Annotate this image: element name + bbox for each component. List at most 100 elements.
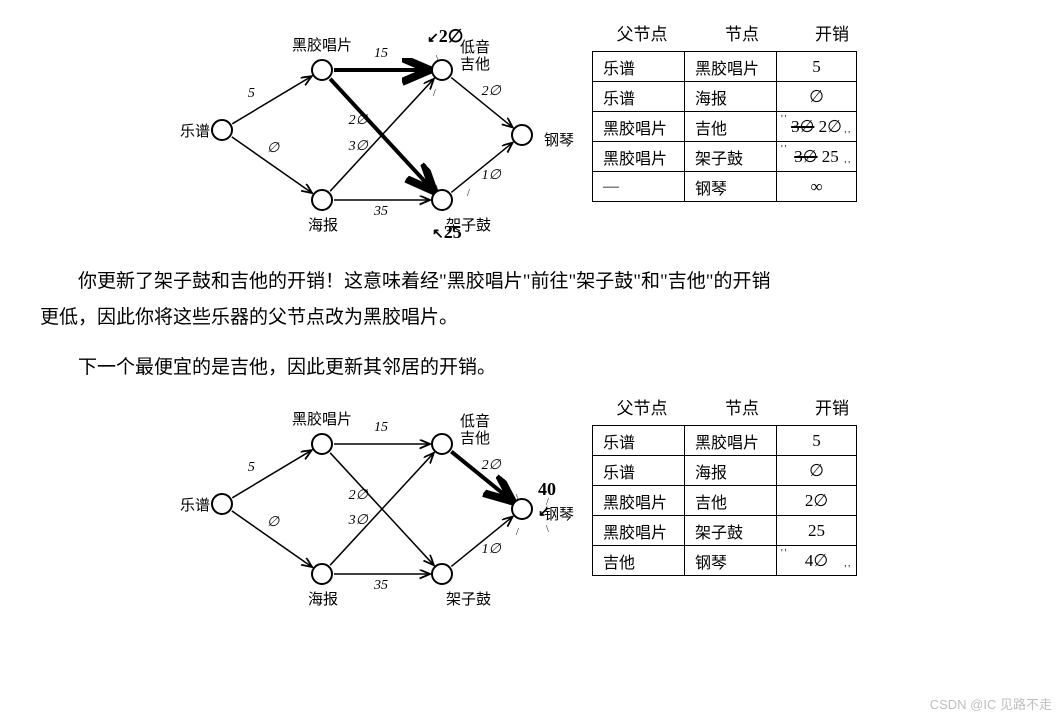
graph1: \ / / \ / \ 乐谱黑胶唱片海报低音吉他架子鼓钢琴5∅152∅3∅352… — [192, 20, 552, 250]
edge-label-bass_piano: 2∅ — [482, 457, 501, 474]
node-label-vinyl: 黑胶唱片 — [292, 34, 352, 55]
cell-parent: 黑胶唱片 — [593, 486, 685, 516]
node-poster — [311, 189, 333, 211]
figure1-row: \ / / \ / \ 乐谱黑胶唱片海报低音吉他架子鼓钢琴5∅152∅3∅352… — [0, 20, 1064, 250]
node-label-sheet: 乐谱 — [180, 120, 210, 141]
cost-table1: 乐谱黑胶唱片5乐谱海报∅黑胶唱片吉他3∅ 2∅黑胶唱片架子鼓3∅ 25—钢琴∞ — [592, 51, 857, 202]
annot-bass: ↙2∅ — [427, 26, 463, 47]
cell-cost: 4∅ — [777, 546, 857, 576]
th-node2: 节点 — [692, 394, 792, 419]
edge-label-sheet_vinyl: 5 — [248, 86, 255, 102]
node-drum — [431, 189, 453, 211]
graph1-svg — [192, 20, 552, 250]
edge-label-drum_piano: 1∅ — [482, 541, 501, 558]
th-cost2: 开销 — [792, 394, 872, 419]
table-row: 乐谱海报∅ — [593, 456, 857, 486]
paragraph1: 你更新了架子鼓和吉他的开销！这意味着经"黑胶唱片"前往"架子鼓"和"吉他"的开销… — [0, 250, 1064, 336]
node-label-vinyl: 黑胶唱片 — [292, 408, 352, 429]
th-node: 节点 — [692, 20, 792, 45]
node-bass — [431, 59, 453, 81]
edge-label-sheet_poster: ∅ — [267, 140, 279, 157]
table-row: 乐谱黑胶唱片5 — [593, 426, 857, 456]
node-label-sheet: 乐谱 — [180, 494, 210, 515]
cell-node: 吉他 — [685, 486, 777, 516]
edge-label-vinyl_drum: 2∅ — [349, 487, 368, 504]
table-row: 黑胶唱片吉他3∅ 2∅ — [593, 112, 857, 142]
node-vinyl — [311, 59, 333, 81]
paragraph2: 下一个最便宜的是吉他，因此更新其邻居的开销。 — [0, 336, 1064, 386]
para1-line2: 更低，因此你将这些乐器的父节点改为黑胶唱片。 — [40, 307, 458, 328]
node-label-drum: 架子鼓 — [446, 588, 491, 609]
cell-node: 黑胶唱片 — [685, 52, 777, 82]
th-cost: 开销 — [792, 20, 872, 45]
table-row: 黑胶唱片架子鼓3∅ 25 — [593, 142, 857, 172]
table-row: 乐谱黑胶唱片5 — [593, 52, 857, 82]
edge-label-sheet_vinyl: 5 — [248, 460, 255, 476]
edge-label-drum_piano: 1∅ — [482, 167, 501, 184]
cell-cost: 5 — [777, 52, 857, 82]
node-label-bass: 低音吉他 — [460, 40, 490, 73]
cell-parent: 吉他 — [593, 546, 685, 576]
cell-node: 黑胶唱片 — [685, 426, 777, 456]
cell-cost: ∞ — [777, 172, 857, 202]
node-label-bass: 低音吉他 — [460, 414, 490, 447]
cell-node: 海报 — [685, 82, 777, 112]
cell-cost: 2∅ — [777, 486, 857, 516]
edge-label-bass_piano: 2∅ — [482, 83, 501, 100]
cell-parent: 乐谱 — [593, 456, 685, 486]
annot-piano: 40↙ — [538, 479, 556, 521]
edge-label-sheet_poster: ∅ — [267, 514, 279, 531]
cell-cost: 3∅ 2∅ — [777, 112, 857, 142]
edge-label-poster_bass: 3∅ — [349, 138, 368, 155]
cell-node: 吉他 — [685, 112, 777, 142]
graph2-svg — [192, 394, 552, 604]
cell-parent: 乐谱 — [593, 52, 685, 82]
cell-node: 架子鼓 — [685, 516, 777, 546]
cost-table2: 乐谱黑胶唱片5乐谱海报∅黑胶唱片吉他2∅黑胶唱片架子鼓25吉他钢琴4∅ — [592, 425, 857, 576]
cell-parent: 黑胶唱片 — [593, 516, 685, 546]
edge-label-poster_bass: 3∅ — [349, 512, 368, 529]
node-label-poster: 海报 — [308, 214, 338, 235]
cell-parent: 黑胶唱片 — [593, 142, 685, 172]
cell-node: 海报 — [685, 456, 777, 486]
cell-cost: 5 — [777, 426, 857, 456]
table-row: 黑胶唱片吉他2∅ — [593, 486, 857, 516]
cell-node: 钢琴 — [685, 546, 777, 576]
node-label-piano: 钢琴 — [544, 129, 574, 150]
figure2-row: \ / / \ 乐谱黑胶唱片海报低音吉他架子鼓钢琴5∅152∅3∅352∅1∅4… — [0, 394, 1064, 604]
para1-line1: 你更新了架子鼓和吉他的开销！这意味着经"黑胶唱片"前往"架子鼓"和"吉他"的开销 — [78, 271, 771, 292]
cell-parent: 乐谱 — [593, 426, 685, 456]
edge-sheet_vinyl — [232, 76, 311, 124]
edge-sheet_vinyl — [232, 450, 311, 498]
table-row: 黑胶唱片架子鼓25 — [593, 516, 857, 546]
table2-wrap: 父节点 节点 开销 乐谱黑胶唱片5乐谱海报∅黑胶唱片吉他2∅黑胶唱片架子鼓25吉… — [592, 394, 872, 576]
cell-cost: ∅ — [777, 456, 857, 486]
table-row: 乐谱海报∅ — [593, 82, 857, 112]
edge-label-poster_drum: 35 — [374, 204, 388, 220]
graph2: \ / / \ 乐谱黑胶唱片海报低音吉他架子鼓钢琴5∅152∅3∅352∅1∅4… — [192, 394, 552, 604]
table2-header: 父节点 节点 开销 — [592, 394, 872, 425]
para2-text: 下一个最便宜的是吉他，因此更新其邻居的开销。 — [78, 357, 496, 378]
cell-parent: — — [593, 172, 685, 202]
cell-cost: ∅ — [777, 82, 857, 112]
node-label-poster: 海报 — [308, 588, 338, 609]
table1-header: 父节点 节点 开销 — [592, 20, 872, 51]
table-row: —钢琴∞ — [593, 172, 857, 202]
watermark: CSDN @IC 见路不走 — [930, 694, 1052, 713]
edge-label-vinyl_bass: 15 — [374, 420, 388, 436]
th-parent: 父节点 — [592, 20, 692, 45]
cell-node: 钢琴 — [685, 172, 777, 202]
edge-label-poster_drum: 35 — [374, 578, 388, 594]
annot-drum: ↖25 — [432, 222, 462, 243]
cell-node: 架子鼓 — [685, 142, 777, 172]
cell-cost: 3∅ 25 — [777, 142, 857, 172]
node-sheet — [211, 119, 233, 141]
table1-wrap: 父节点 节点 开销 乐谱黑胶唱片5乐谱海报∅黑胶唱片吉他3∅ 2∅黑胶唱片架子鼓… — [592, 20, 872, 202]
node-piano — [511, 124, 533, 146]
table-row: 吉他钢琴4∅ — [593, 546, 857, 576]
cell-parent: 乐谱 — [593, 82, 685, 112]
edge-label-vinyl_drum: 2∅ — [349, 112, 368, 129]
cell-cost: 25 — [777, 516, 857, 546]
edge-label-vinyl_bass: 15 — [374, 46, 388, 62]
th-parent2: 父节点 — [592, 394, 692, 419]
